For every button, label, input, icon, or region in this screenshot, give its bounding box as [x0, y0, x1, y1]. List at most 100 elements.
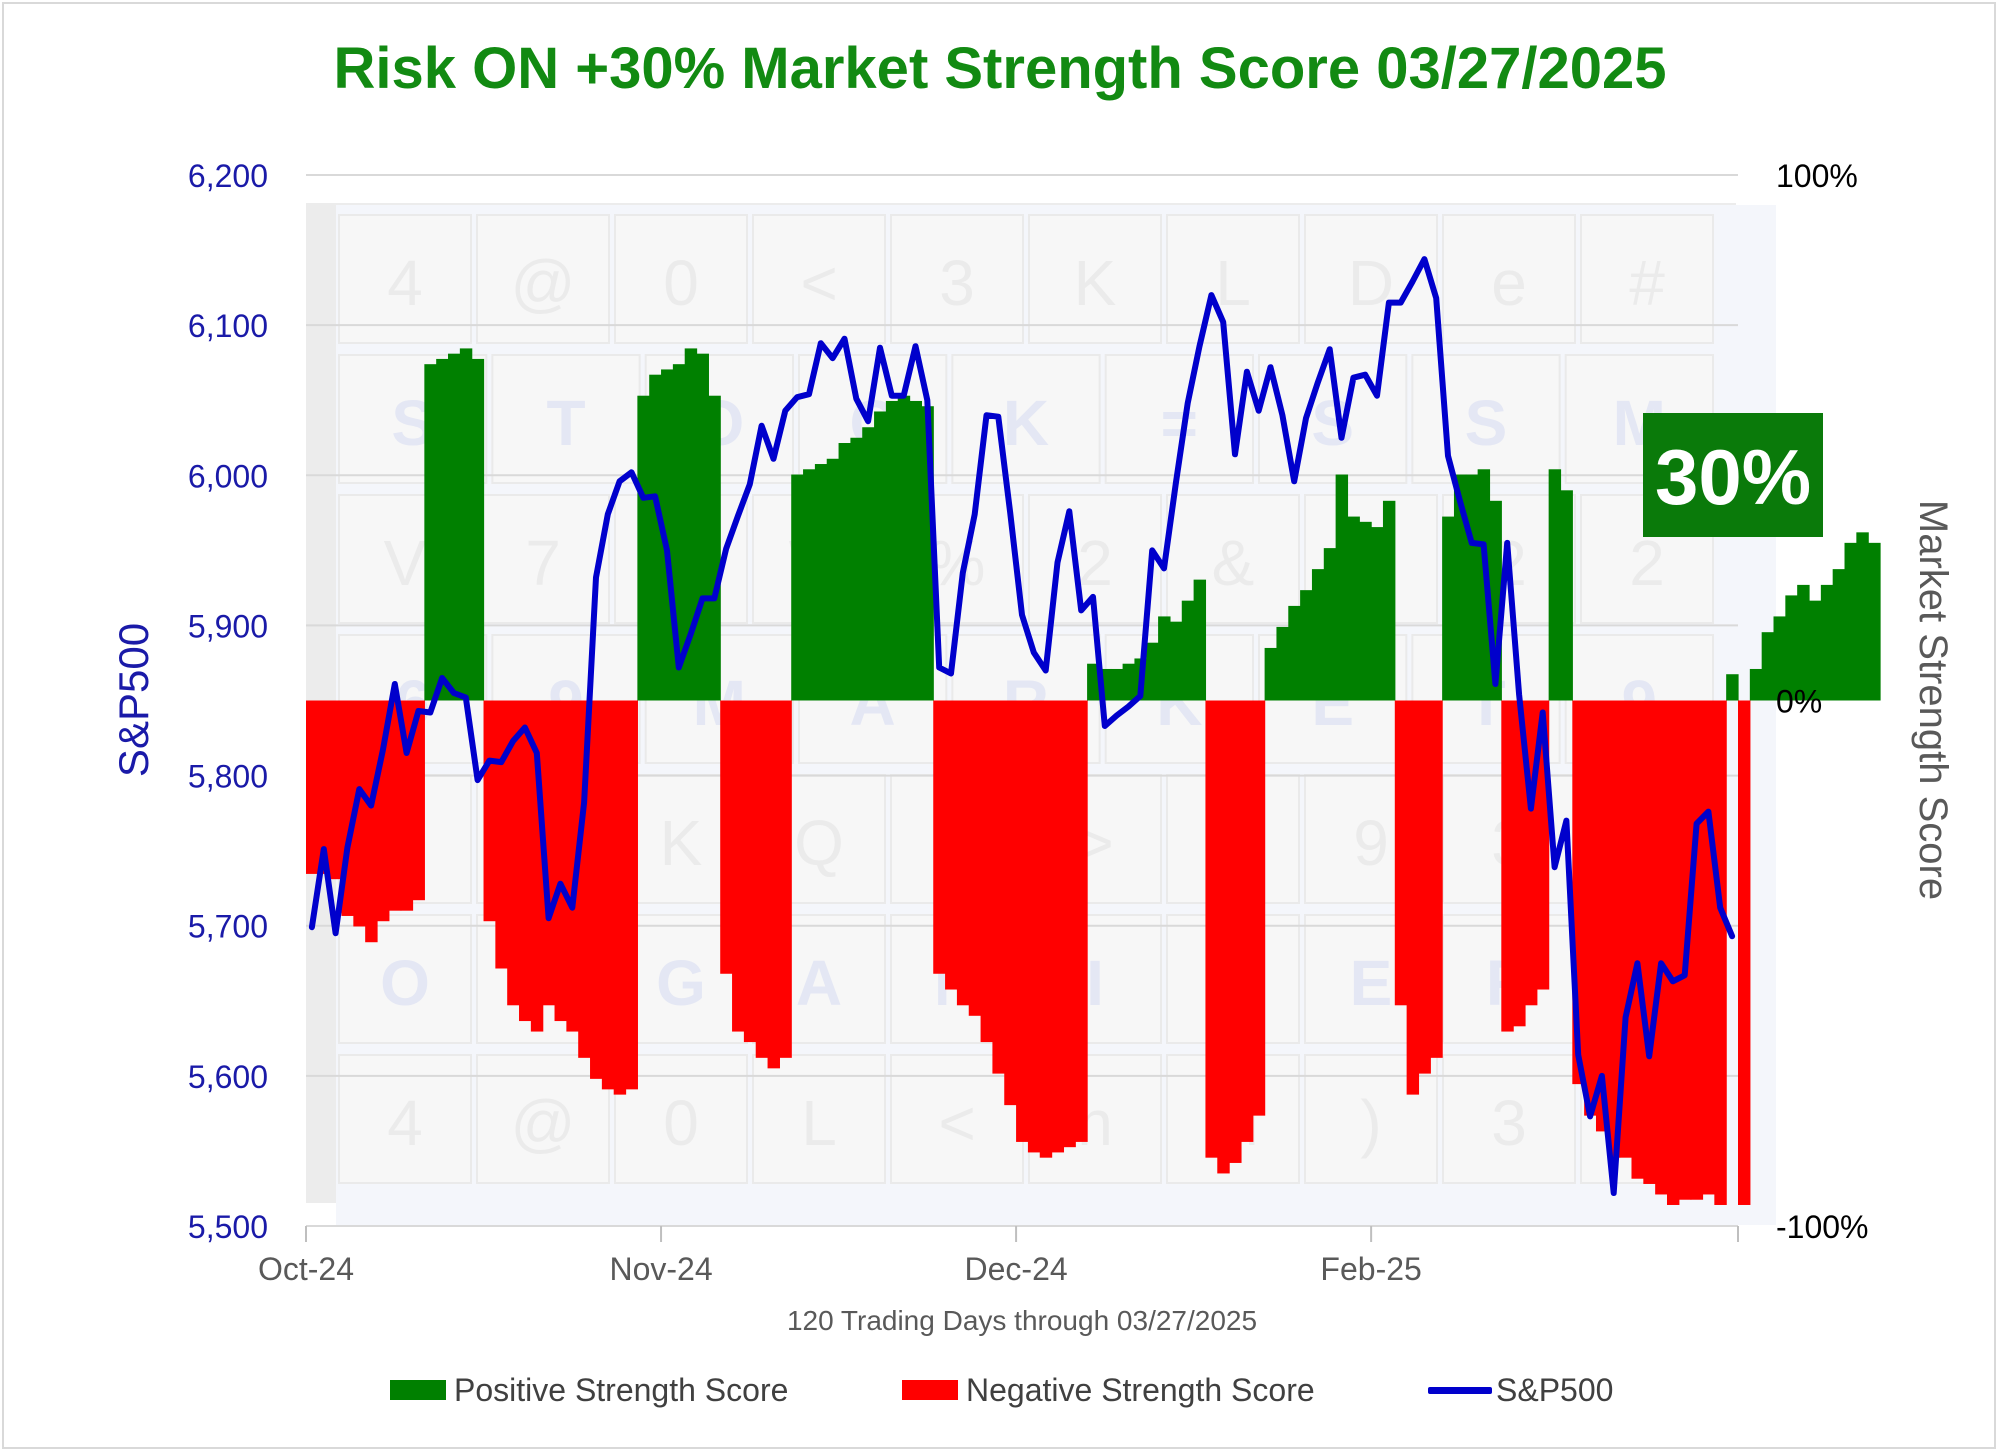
watermark-char: < [938, 1087, 975, 1159]
y-axis-left-tick-label: 6,000 [188, 458, 268, 494]
positive-score-bar [803, 469, 816, 701]
positive-score-bar [1347, 516, 1360, 701]
negative-score-bar [1666, 700, 1680, 1205]
positive-score-bar [1335, 474, 1349, 701]
watermark-tile [491, 354, 641, 484]
legend-positive-label: Positive Strength Score [454, 1371, 789, 1408]
positive-score-bar [1300, 590, 1313, 701]
watermark-char: < [800, 247, 837, 319]
positive-score-bar [791, 474, 804, 701]
negative-score-bar [1394, 700, 1408, 1006]
negative-score-bar [1430, 700, 1443, 1058]
negative-score-bar [1229, 700, 1242, 1163]
positive-score-bar [1169, 621, 1183, 701]
negative-score-bar [388, 700, 402, 911]
bar-layer [306, 348, 1881, 1205]
watermark-tile [1166, 214, 1300, 344]
negative-score-bar [1075, 700, 1088, 1142]
negative-score-bar [992, 700, 1005, 1074]
negative-score-bar [590, 700, 603, 1079]
watermark-char: @ [511, 247, 576, 319]
negative-score-bar [1513, 700, 1526, 1027]
current-score-callout: 30% [1643, 413, 1823, 537]
watermark-tile [338, 914, 472, 1044]
negative-score-bar [779, 700, 792, 1058]
positive-score-bar [1761, 632, 1775, 701]
chart-title: Risk ON +30% Market Strength Score 03/27… [333, 36, 1666, 101]
negative-score-bar [1738, 700, 1751, 1205]
positive-score-bar [909, 400, 923, 701]
watermark-char: S [1465, 387, 1508, 459]
positive-score-bar [1868, 542, 1881, 701]
watermark-char: O [380, 947, 430, 1019]
negative-score-bar [1016, 700, 1029, 1142]
y-axis-right-tick-label: 100% [1776, 158, 1858, 194]
negative-score-bar [1252, 700, 1266, 1116]
negative-score-bar [1655, 700, 1668, 1195]
negative-score-bar [353, 700, 366, 927]
positive-score-bar [649, 374, 662, 701]
negative-score-bar [1205, 700, 1218, 1158]
y-axis-left-title: S&P500 [110, 623, 157, 777]
y-axis-left-tick-label: 5,500 [188, 1209, 268, 1245]
watermark-char: 3 [1491, 1087, 1527, 1159]
watermark-tile [476, 214, 610, 344]
watermark-char: L [1215, 247, 1251, 319]
watermark-char: K [1003, 387, 1049, 459]
watermark-tile [1442, 214, 1576, 344]
x-axis-title: 120 Trading Days through 03/27/2025 [787, 1305, 1257, 1336]
watermark-char: 7 [525, 527, 561, 599]
watermark-tile [338, 214, 472, 344]
x-axis-tick-label: Oct-24 [258, 1251, 354, 1287]
watermark-tile [951, 354, 1101, 484]
positive-score-bar [1122, 663, 1136, 701]
watermark-char: 4 [387, 247, 423, 319]
legend: Positive Strength Score Negative Strengt… [0, 1368, 2000, 1412]
positive-score-bar [1785, 595, 1798, 701]
y-axis-left-tick-label: 5,800 [188, 759, 268, 795]
y-axis-left-tick-label: 5,900 [188, 608, 268, 644]
watermark-char: E [1350, 947, 1393, 1019]
watermark-tile [1411, 354, 1561, 484]
positive-score-bar [1276, 626, 1289, 701]
negative-score-bar [329, 700, 343, 880]
watermark-tile [1580, 214, 1714, 344]
negative-score-bar [1004, 700, 1017, 1106]
y-axis-right-tick-label: -100% [1776, 1209, 1869, 1245]
positive-score-bar [1323, 548, 1337, 701]
negative-score-bar [601, 700, 615, 1090]
legend-sp500-line [1428, 1386, 1492, 1394]
negative-score-bar [933, 700, 946, 974]
negative-score-bar [412, 700, 425, 901]
positive-score-bar [448, 353, 461, 701]
negative-score-bar [554, 700, 567, 1022]
negative-score-bar [519, 700, 532, 1022]
positive-score-bar [1442, 516, 1455, 701]
negative-score-bar [507, 700, 520, 1006]
negative-score-bar [1690, 700, 1704, 1200]
watermark-char: 2 [1629, 527, 1665, 599]
positive-score-bar [1797, 584, 1810, 701]
watermark-char: 3 [939, 247, 975, 319]
negative-score-bar [306, 700, 319, 874]
negative-score-bar [542, 700, 556, 1006]
positive-score-bar [436, 358, 449, 701]
legend-negative-swatch [902, 1380, 958, 1400]
positive-score-bar [874, 411, 887, 701]
positive-score-bar [1181, 600, 1195, 701]
watermark-char: & [1212, 527, 1255, 599]
watermark-char: I [1086, 947, 1104, 1019]
x-axis-tick-label: Nov-24 [609, 1251, 712, 1287]
negative-score-bar [613, 700, 627, 1095]
positive-score-bar [885, 400, 899, 701]
negative-score-bar [317, 700, 331, 874]
negative-score-bar [767, 700, 780, 1069]
negative-score-bar [732, 700, 745, 1032]
positive-score-bar [1264, 647, 1278, 701]
negative-score-bar [625, 700, 638, 1090]
positive-score-bar [471, 358, 485, 701]
positive-score-bar [1382, 500, 1396, 701]
negative-score-bar [1217, 700, 1230, 1174]
axis-layer: 5,500 5,600 5,700 5,800 5,900 6,000 6,100 6,200… [188, 158, 1869, 1287]
